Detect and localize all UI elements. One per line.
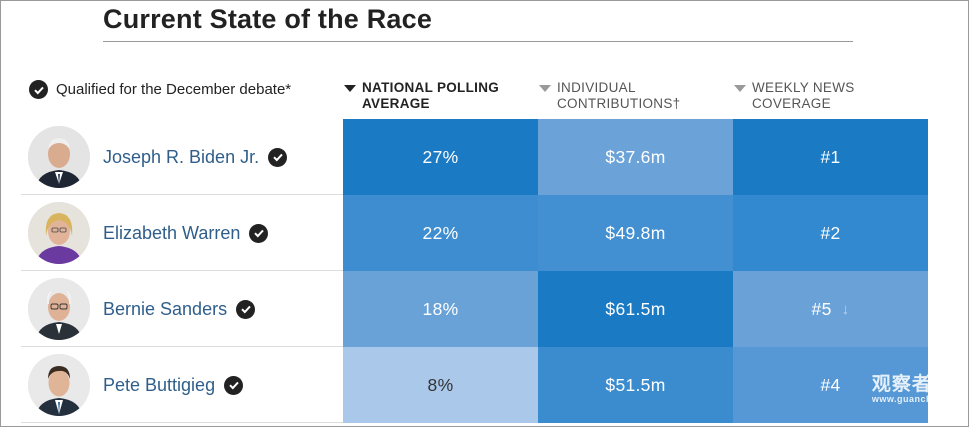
contributions-value: $37.6m [605, 146, 666, 167]
candidate-name[interactable]: Bernie Sanders [103, 271, 256, 347]
down-arrow-icon: ↓ [841, 300, 850, 318]
polling-value: 22% [422, 222, 459, 243]
column-header-news[interactable]: WEEKLY NEWS COVERAGE [734, 80, 855, 112]
polling-cell: 27% [343, 119, 538, 195]
candidate-row[interactable]: Elizabeth Warren 22% $49.8m #2 [21, 195, 928, 271]
column-header-polling[interactable]: NATIONAL POLLING AVERAGE [344, 80, 499, 112]
column-header-label: NATIONAL POLLING AVERAGE [362, 80, 500, 111]
news-cell: #4 [733, 347, 928, 423]
check-circle-icon [268, 147, 288, 167]
candidate-name-text[interactable]: Elizabeth Warren [103, 222, 241, 243]
news-cell: #5 ↓ [733, 271, 928, 347]
news-cell: #2 [733, 195, 928, 271]
row-divider [21, 270, 343, 271]
candidate-name[interactable]: Elizabeth Warren [103, 195, 269, 271]
check-circle-icon [236, 299, 256, 319]
candidate-name-text[interactable]: Pete Buttigieg [103, 374, 216, 395]
check-circle-icon [249, 223, 269, 243]
news-value: #2 [820, 222, 841, 243]
polling-cell: 8% [343, 347, 538, 423]
sort-triangle-icon [344, 85, 356, 92]
qualified-legend: Qualified for the December debate* [29, 80, 291, 99]
candidate-row[interactable]: Pete Buttigieg 8% $51.5m #4 [21, 347, 928, 423]
candidate-photo-buttigieg [28, 354, 90, 416]
candidate-name-text[interactable]: Joseph R. Biden Jr. [103, 146, 260, 167]
candidate-photo-sanders [28, 278, 90, 340]
watermark: 观察者网 www.guancha.cn [872, 369, 952, 404]
column-header-contributions[interactable]: INDIVIDUAL CONTRIBUTIONS† [539, 80, 680, 112]
contributions-value: $49.8m [605, 222, 666, 243]
candidate-row[interactable]: Bernie Sanders 18% $61.5m #5 ↓ [21, 271, 928, 347]
polling-cell: 18% [343, 271, 538, 347]
page-title: Current State of the Race [103, 4, 433, 34]
polling-value: 27% [422, 146, 459, 167]
check-circle-icon [224, 375, 244, 395]
candidate-name-text[interactable]: Bernie Sanders [103, 298, 228, 319]
sort-triangle-icon [539, 85, 551, 92]
news-cell: #1 [733, 119, 928, 195]
candidate-photo-warren [28, 202, 90, 264]
watermark-sub: www.guancha.cn [871, 394, 952, 404]
polling-value: 8% [427, 374, 454, 395]
candidate-name[interactable]: Pete Buttigieg [103, 347, 244, 423]
column-header-label: WEEKLY NEWS COVERAGE [752, 80, 855, 111]
contributions-cell: $49.8m [538, 195, 733, 271]
contributions-value: $51.5m [605, 374, 666, 395]
row-divider [21, 194, 343, 195]
contributions-cell: $51.5m [538, 347, 733, 423]
row-divider [21, 422, 343, 423]
column-header-label: INDIVIDUAL CONTRIBUTIONS† [557, 80, 681, 111]
polling-value: 18% [422, 298, 459, 319]
title-divider [103, 41, 853, 42]
news-value: #1 [820, 146, 841, 167]
row-divider [21, 346, 343, 347]
candidate-name[interactable]: Joseph R. Biden Jr. [103, 119, 288, 195]
contributions-cell: $61.5m [538, 271, 733, 347]
sort-triangle-icon [734, 85, 746, 92]
contributions-value: $61.5m [605, 298, 666, 319]
candidate-photo-biden [28, 126, 90, 188]
qualified-legend-text: Qualified for the December debate* [56, 81, 292, 98]
contributions-cell: $37.6m [538, 119, 733, 195]
candidate-row[interactable]: Joseph R. Biden Jr. 27% $37.6m #1 [21, 119, 928, 195]
polling-cell: 22% [343, 195, 538, 271]
news-value: #5 [811, 298, 832, 319]
check-circle-icon [29, 80, 48, 99]
news-value: #4 [820, 374, 841, 395]
watermark-main: 观察者网 [871, 374, 952, 395]
